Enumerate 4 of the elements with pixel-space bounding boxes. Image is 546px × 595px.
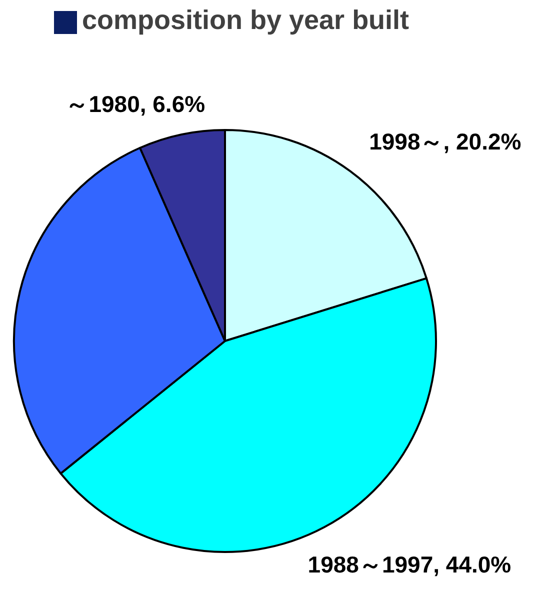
slice-label: 1988～1997, 44.0%: [308, 552, 512, 578]
slice-label: ～1980, 6.6%: [66, 91, 206, 118]
chart-title: composition by year built: [82, 5, 410, 35]
slice-label: 1998～, 20.2%: [369, 128, 522, 155]
